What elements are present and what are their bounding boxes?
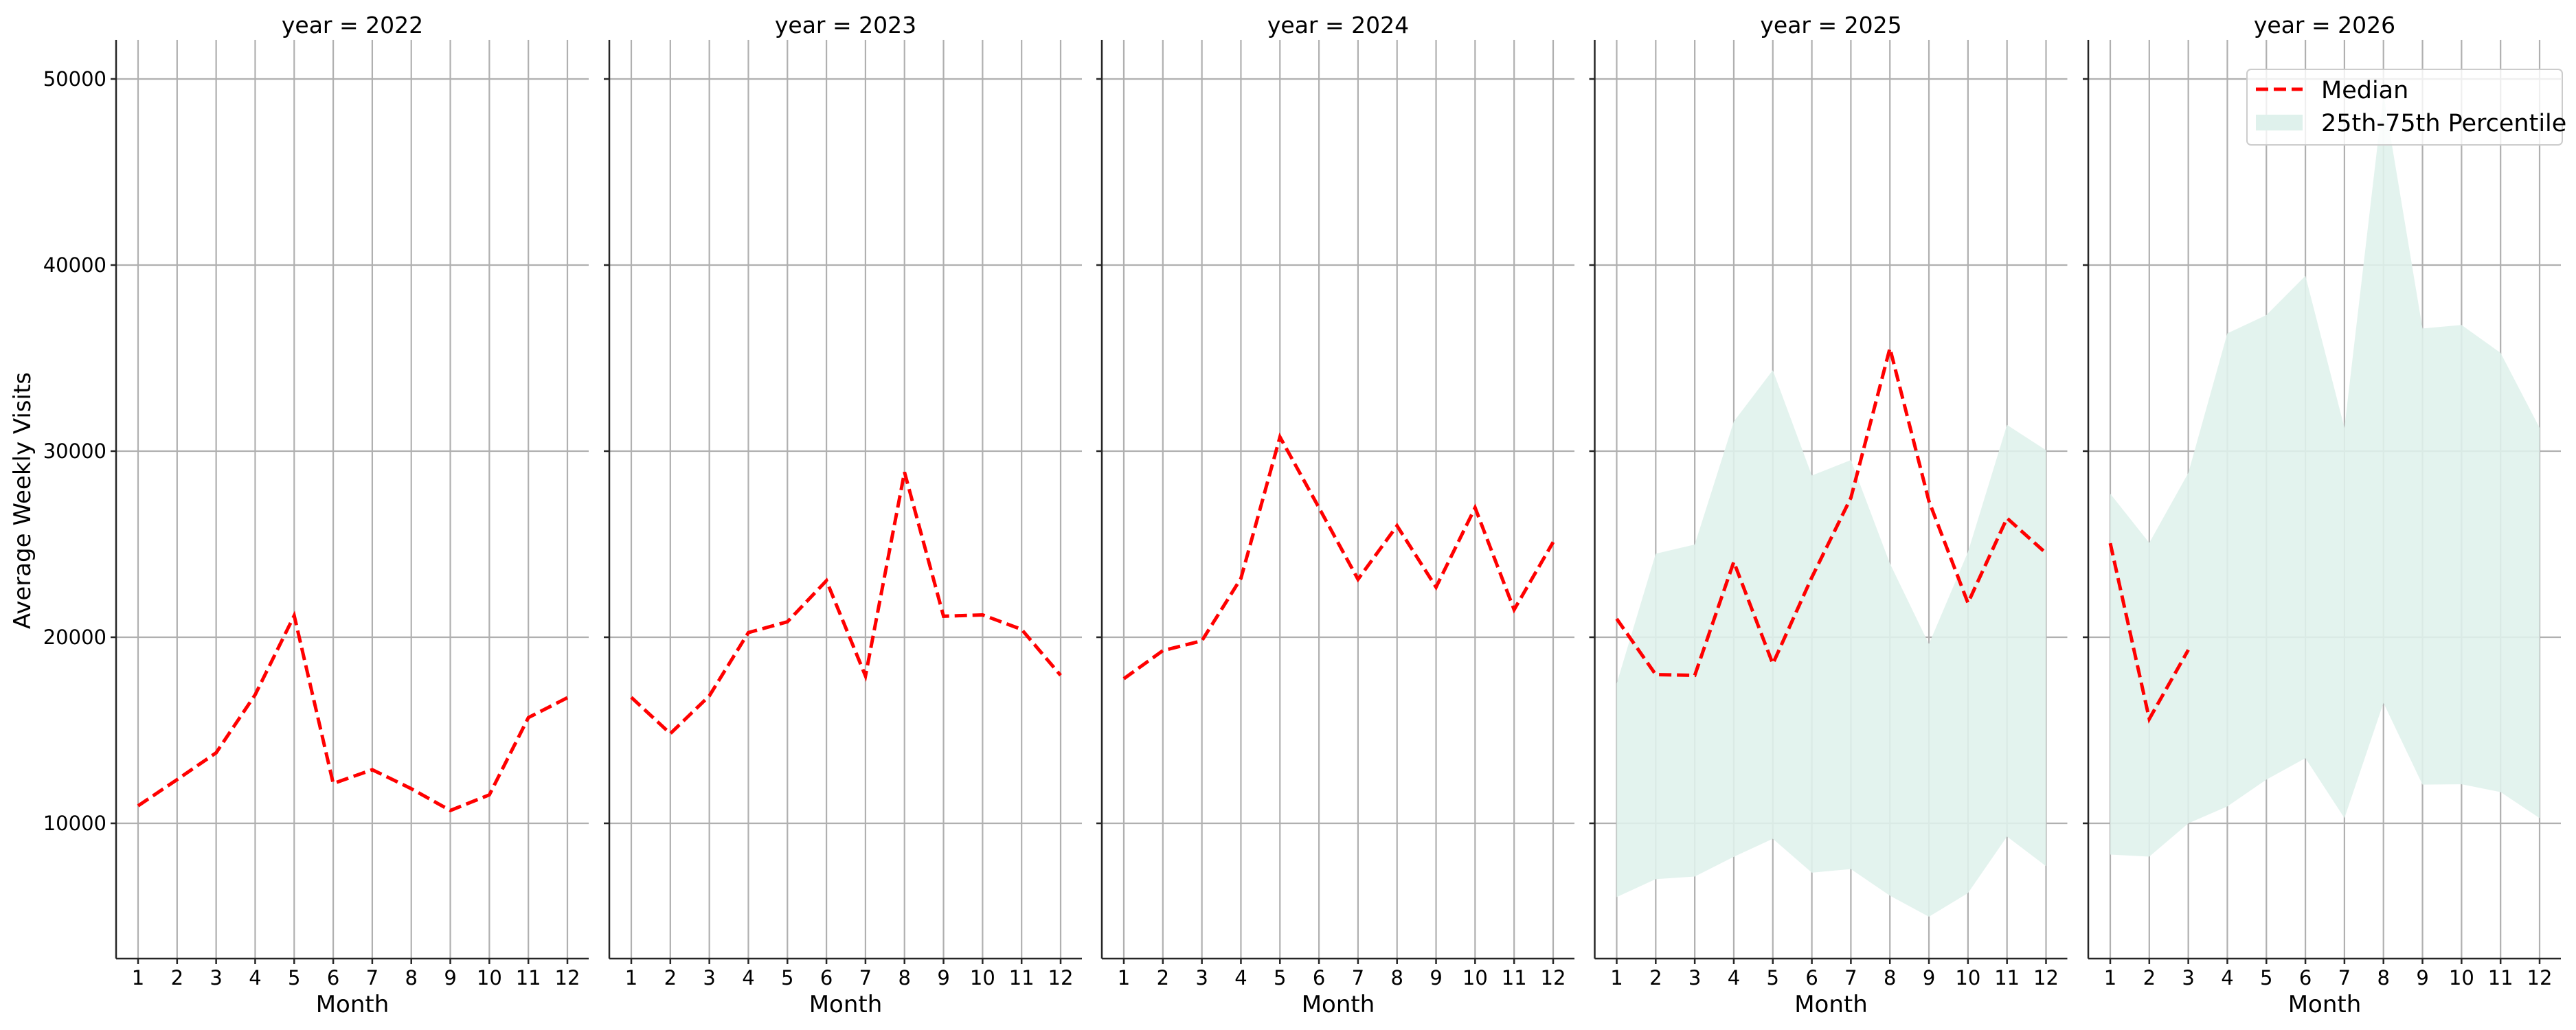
x-tick-label: 1: [1118, 966, 1130, 989]
x-tick-label: 6: [327, 966, 339, 989]
x-tick-label: 11: [1994, 966, 2020, 989]
x-tick-label: 11: [1009, 966, 1035, 989]
x-tick-label: 11: [1502, 966, 1527, 989]
x-tick-label: 7: [366, 966, 379, 989]
x-tick-label: 11: [516, 966, 541, 989]
median-line: [630, 471, 1062, 736]
panel-title: year = 2024: [1267, 12, 1409, 38]
x-axis-label: Month: [1302, 991, 1375, 1018]
x-tick-label: 9: [1923, 966, 1935, 989]
panel-title: year = 2023: [775, 12, 916, 38]
legend-band-label: 25th-75th Percentile: [2321, 110, 2566, 137]
x-tick-label: 2: [664, 966, 677, 989]
x-tick-label: 12: [1541, 966, 1566, 989]
percentile-band: [2110, 93, 2540, 857]
x-tick-label: 12: [2033, 966, 2059, 989]
x-tick-label: 6: [2299, 966, 2312, 989]
x-axis-label: Month: [2288, 991, 2362, 1018]
x-tick-label: 10: [477, 966, 502, 989]
legend-median-label: Median: [2321, 77, 2408, 104]
x-tick-label: 3: [703, 966, 715, 989]
x-tick-label: 1: [2104, 966, 2116, 989]
x-tick-label: 5: [2260, 966, 2272, 989]
x-tick-label: 10: [970, 966, 995, 989]
x-tick-label: 1: [1610, 966, 1623, 989]
panel-title: year = 2022: [282, 12, 423, 38]
y-tick-label: 10000: [43, 812, 106, 835]
x-tick-label: 3: [210, 966, 222, 989]
x-tick-label: 7: [859, 966, 872, 989]
x-tick-label: 8: [899, 966, 911, 989]
x-tick-label: 4: [742, 966, 754, 989]
x-tick-label: 4: [2221, 966, 2233, 989]
x-tick-label: 6: [1805, 966, 1818, 989]
legend-band-swatch-icon: [2256, 115, 2303, 130]
y-axis-label: Average Weekly Visits: [9, 372, 36, 629]
x-tick-label: 2: [2143, 966, 2156, 989]
x-tick-label: 5: [1274, 966, 1286, 989]
x-tick-label: 10: [2449, 966, 2474, 989]
x-tick-label: 9: [444, 966, 456, 989]
percentile-band: [1616, 370, 2046, 917]
x-tick-label: 2: [171, 966, 183, 989]
x-tick-label: 3: [1688, 966, 1701, 989]
x-tick-label: 6: [820, 966, 833, 989]
x-tick-label: 10: [1462, 966, 1488, 989]
y-tick-label: 30000: [43, 439, 106, 463]
x-tick-label: 9: [937, 966, 949, 989]
x-axis-label: Month: [809, 991, 883, 1018]
x-tick-label: 3: [2182, 966, 2194, 989]
legend-frame: [2246, 69, 2563, 146]
median-line: [1615, 347, 2048, 678]
median-line: [1122, 432, 1555, 680]
x-tick-label: 5: [781, 966, 793, 989]
x-tick-label: 1: [132, 966, 144, 989]
x-axis-label: Month: [316, 991, 389, 1018]
x-axis-label: Month: [1794, 991, 1868, 1018]
x-tick-label: 8: [2377, 966, 2390, 989]
x-tick-label: 4: [1234, 966, 1247, 989]
y-tick-label: 40000: [43, 253, 106, 277]
x-tick-label: 4: [249, 966, 261, 989]
x-tick-label: 12: [2527, 966, 2553, 989]
x-tick-label: 4: [1728, 966, 1740, 989]
x-tick-label: 2: [1649, 966, 1662, 989]
x-tick-label: 11: [2488, 966, 2513, 989]
panel-title: year = 2025: [1760, 12, 1901, 38]
x-tick-label: 10: [1955, 966, 1980, 989]
legend: Median 25th-75th Percentile: [2246, 69, 2566, 146]
x-tick-label: 7: [2338, 966, 2351, 989]
x-tick-label: 9: [1430, 966, 1442, 989]
y-tick-label: 50000: [43, 67, 106, 91]
median-line: [137, 610, 569, 813]
x-tick-label: 8: [405, 966, 418, 989]
x-tick-label: 8: [1391, 966, 1403, 989]
y-tick-label: 20000: [43, 626, 106, 649]
median-line: [2108, 542, 2190, 724]
x-tick-label: 12: [1048, 966, 1074, 989]
x-tick-label: 1: [625, 966, 637, 989]
x-tick-label: 7: [1352, 966, 1364, 989]
x-tick-label: 5: [288, 966, 300, 989]
panel-title: year = 2026: [2254, 12, 2395, 38]
x-tick-label: 8: [1884, 966, 1896, 989]
x-tick-label: 3: [1195, 966, 1208, 989]
x-tick-label: 7: [1844, 966, 1857, 989]
x-tick-label: 6: [1313, 966, 1325, 989]
x-tick-label: 2: [1157, 966, 1169, 989]
x-tick-label: 5: [1767, 966, 1779, 989]
x-tick-label: 9: [2416, 966, 2428, 989]
x-tick-label: 12: [555, 966, 580, 989]
